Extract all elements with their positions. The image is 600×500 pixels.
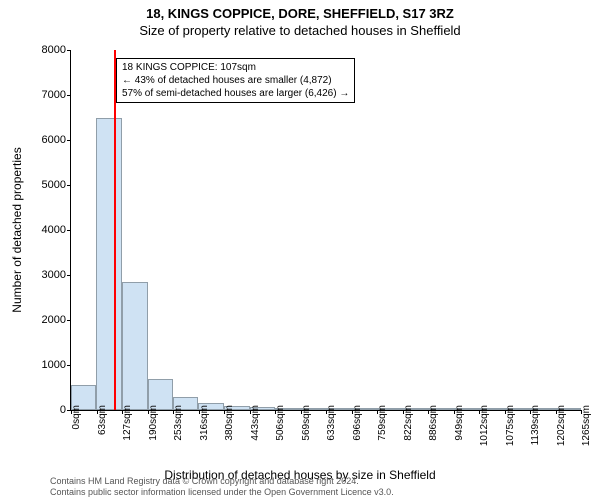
footer-text: Contains HM Land Registry data © Crown c… [50,476,394,498]
y-tick-mark [67,230,71,231]
y-tick-label: 7000 [31,89,66,101]
x-tick-label: 0sqm [71,405,82,429]
x-tick-label: 253sqm [173,405,184,441]
x-tick-label: 1139sqm [530,405,541,445]
y-tick-label: 3000 [31,269,66,281]
x-tick-label: 190sqm [148,405,159,441]
y-tick-label: 8000 [31,44,66,56]
y-tick-mark [67,140,71,141]
chart-container: 18, KINGS COPPICE, DORE, SHEFFIELD, S17 … [0,0,600,500]
title-sub: Size of property relative to detached ho… [0,21,600,38]
x-tick-label: 506sqm [275,405,286,441]
x-tick-label: 569sqm [301,405,312,441]
x-tick-label: 822sqm [403,405,414,441]
y-tick-label: 2000 [31,314,66,326]
y-tick-label: 0 [31,404,66,416]
x-tick-label: 63sqm [97,405,108,435]
x-tick-label: 633sqm [326,405,337,441]
plot-area: 18 KINGS COPPICE: 107sqm ← 43% of detach… [70,50,581,411]
x-tick-label: 1075sqm [505,405,516,446]
annotation-box: 18 KINGS COPPICE: 107sqm ← 43% of detach… [116,58,355,103]
y-tick-label: 4000 [31,224,66,236]
y-tick-mark [67,50,71,51]
y-tick-label: 1000 [31,359,66,371]
y-tick-label: 5000 [31,179,66,191]
x-tick-label: 380sqm [224,405,235,441]
x-tick-label: 127sqm [122,405,133,441]
x-tick-label: 949sqm [454,405,465,441]
histogram-bar [122,282,147,410]
x-tick-label: 1202sqm [556,405,567,446]
x-tick-label: 696sqm [352,405,363,441]
annotation-line2: ← 43% of detached houses are smaller (4,… [122,74,349,87]
annotation-line3: 57% of semi-detached houses are larger (… [122,87,349,100]
title-main: 18, KINGS COPPICE, DORE, SHEFFIELD, S17 … [0,0,600,21]
y-tick-mark [67,185,71,186]
footer-line2: Contains public sector information licen… [50,487,394,498]
y-tick-mark [67,275,71,276]
y-tick-mark [67,320,71,321]
x-tick-label: 886sqm [428,405,439,441]
y-tick-label: 6000 [31,134,66,146]
y-axis-label: Number of detached properties [10,147,24,312]
x-tick-label: 316sqm [199,405,210,441]
y-tick-mark [67,365,71,366]
annotation-line1: 18 KINGS COPPICE: 107sqm [122,61,349,74]
property-marker-line [114,50,116,410]
x-tick-label: 1012sqm [479,405,490,446]
x-tick-label: 759sqm [377,405,388,441]
footer-line1: Contains HM Land Registry data © Crown c… [50,476,394,487]
histogram-bar [96,118,122,411]
x-tick-label: 443sqm [250,405,261,441]
x-tick-label: 1265sqm [581,405,592,446]
y-tick-mark [67,95,71,96]
